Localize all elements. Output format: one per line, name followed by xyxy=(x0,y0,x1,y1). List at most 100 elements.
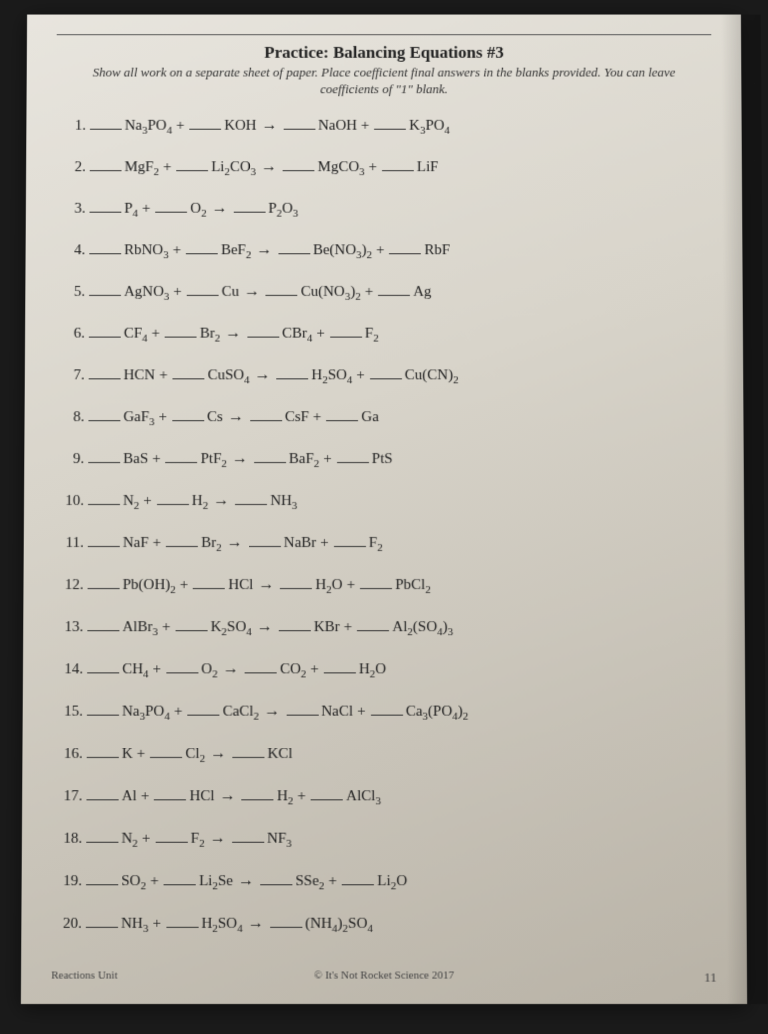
coefficient-blank[interactable] xyxy=(193,574,225,589)
coefficient-blank[interactable] xyxy=(155,198,187,213)
coefficient-blank[interactable] xyxy=(89,364,121,379)
compound: Br2 xyxy=(200,325,220,342)
compound: Ag xyxy=(413,284,431,301)
coefficient-blank[interactable] xyxy=(187,700,219,715)
coefficient-blank[interactable] xyxy=(86,785,118,800)
coefficient-blank[interactable] xyxy=(157,490,189,505)
coefficient-blank[interactable] xyxy=(311,785,343,800)
coefficient-blank[interactable] xyxy=(87,616,119,631)
coefficient-blank[interactable] xyxy=(260,870,292,885)
worksheet-page: Practice: Balancing Equations #3 Show al… xyxy=(21,15,747,1004)
coefficient-blank[interactable] xyxy=(86,827,118,842)
coefficient-blank[interactable] xyxy=(154,785,186,800)
problem-number: 20. xyxy=(56,915,84,932)
coefficient-blank[interactable] xyxy=(249,532,281,547)
plus-sign: + xyxy=(317,325,325,342)
compound: SO2 xyxy=(121,873,146,890)
coefficient-blank[interactable] xyxy=(232,827,264,842)
page-title: Practice: Balancing Equations #3 xyxy=(57,43,712,63)
coefficient-blank[interactable] xyxy=(270,912,302,927)
arrow-icon: → xyxy=(223,660,239,678)
compound: MgCO3 xyxy=(318,159,365,176)
coefficient-blank[interactable] xyxy=(326,406,358,421)
coefficient-blank[interactable] xyxy=(87,743,119,758)
coefficient-blank[interactable] xyxy=(371,700,403,715)
coefficient-blank[interactable] xyxy=(89,239,121,254)
coefficient-blank[interactable] xyxy=(250,406,282,421)
coefficient-blank[interactable] xyxy=(278,239,310,254)
coefficient-blank[interactable] xyxy=(173,364,205,379)
coefficient-blank[interactable] xyxy=(378,281,410,296)
coefficient-blank[interactable] xyxy=(254,448,286,463)
coefficient-blank[interactable] xyxy=(89,281,121,296)
compound: KCl xyxy=(267,746,292,763)
coefficient-blank[interactable] xyxy=(374,115,406,130)
coefficient-blank[interactable] xyxy=(280,574,312,589)
compound: Al xyxy=(122,788,137,805)
coefficient-blank[interactable] xyxy=(277,364,309,379)
coefficient-blank[interactable] xyxy=(370,364,402,379)
coefficient-blank[interactable] xyxy=(90,198,122,213)
coefficient-blank[interactable] xyxy=(382,156,414,171)
coefficient-blank[interactable] xyxy=(176,616,208,631)
compound: HCN xyxy=(124,367,156,384)
coefficient-blank[interactable] xyxy=(389,239,421,254)
problem-number: 18. xyxy=(56,830,84,847)
coefficient-blank[interactable] xyxy=(266,281,298,296)
problem-number: 3. xyxy=(60,201,88,218)
compound: SSe2 xyxy=(295,873,324,890)
coefficient-blank[interactable] xyxy=(342,870,374,885)
coefficient-blank[interactable] xyxy=(166,448,198,463)
page-number: 11 xyxy=(704,969,717,985)
coefficient-blank[interactable] xyxy=(233,198,265,213)
plus-sign: + xyxy=(159,409,168,426)
coefficient-blank[interactable] xyxy=(90,156,122,171)
coefficient-blank[interactable] xyxy=(360,574,392,589)
coefficient-blank[interactable] xyxy=(330,322,362,337)
plus-sign: + xyxy=(173,284,181,301)
coefficient-blank[interactable] xyxy=(90,115,122,130)
coefficient-blank[interactable] xyxy=(283,156,315,171)
compound: NaBr xyxy=(284,535,317,552)
coefficient-blank[interactable] xyxy=(286,700,318,715)
coefficient-blank[interactable] xyxy=(155,827,187,842)
plus-sign: + xyxy=(174,703,183,720)
compound: CH4 xyxy=(122,661,148,678)
coefficient-blank[interactable] xyxy=(150,743,182,758)
arrow-icon: → xyxy=(244,283,260,301)
coefficient-blank[interactable] xyxy=(186,239,218,254)
coefficient-blank[interactable] xyxy=(172,406,204,421)
coefficient-blank[interactable] xyxy=(88,532,120,547)
coefficient-blank[interactable] xyxy=(245,658,277,673)
coefficient-blank[interactable] xyxy=(337,448,369,463)
coefficient-blank[interactable] xyxy=(235,490,267,505)
compound: Be(NO3)2 xyxy=(313,242,372,259)
coefficient-blank[interactable] xyxy=(189,115,221,130)
coefficient-blank[interactable] xyxy=(166,532,198,547)
arrow-icon: → xyxy=(220,787,236,805)
arrow-icon: → xyxy=(225,324,241,342)
coefficient-blank[interactable] xyxy=(283,115,315,130)
coefficient-blank[interactable] xyxy=(89,322,121,337)
coefficient-blank[interactable] xyxy=(88,490,120,505)
coefficient-blank[interactable] xyxy=(164,870,196,885)
coefficient-blank[interactable] xyxy=(166,658,198,673)
coefficient-blank[interactable] xyxy=(86,870,118,885)
coefficient-blank[interactable] xyxy=(87,700,119,715)
coefficient-blank[interactable] xyxy=(357,616,389,631)
coefficient-blank[interactable] xyxy=(232,743,264,758)
coefficient-blank[interactable] xyxy=(88,574,120,589)
coefficient-blank[interactable] xyxy=(166,912,198,927)
coefficient-blank[interactable] xyxy=(187,281,219,296)
coefficient-blank[interactable] xyxy=(88,448,120,463)
coefficient-blank[interactable] xyxy=(86,912,118,927)
coefficient-blank[interactable] xyxy=(165,322,197,337)
coefficient-blank[interactable] xyxy=(88,406,120,421)
coefficient-blank[interactable] xyxy=(324,658,356,673)
coefficient-blank[interactable] xyxy=(334,532,366,547)
coefficient-blank[interactable] xyxy=(87,658,119,673)
coefficient-blank[interactable] xyxy=(242,785,274,800)
coefficient-blank[interactable] xyxy=(176,156,208,171)
coefficient-blank[interactable] xyxy=(279,616,311,631)
coefficient-blank[interactable] xyxy=(247,322,279,337)
